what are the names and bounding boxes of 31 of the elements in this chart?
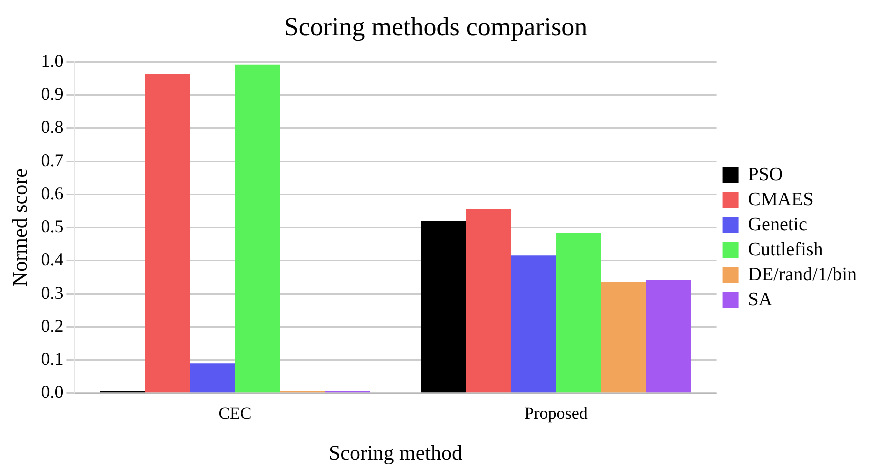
x-axis-title: Scoring method xyxy=(328,440,464,465)
y-tick-label: 0.4 xyxy=(41,250,64,270)
y-tick-label: 0.5 xyxy=(41,216,64,237)
bar xyxy=(421,221,466,393)
legend-label: CMAES xyxy=(748,189,814,210)
legend-label: PSO xyxy=(748,164,784,186)
y-tick-label: 0.2 xyxy=(41,316,64,336)
y-tick-label: 0.7 xyxy=(41,150,64,170)
x-tick-label: CEC xyxy=(218,404,252,424)
legend-label: Genetic xyxy=(748,214,808,236)
bar xyxy=(646,280,692,393)
y-tick-label: 0.8 xyxy=(41,117,64,138)
y-tick-label: 0.3 xyxy=(41,282,64,303)
bar xyxy=(466,209,512,393)
bar xyxy=(601,282,646,393)
x-tick-label: Proposed xyxy=(524,404,588,424)
y-tick-label: 0.6 xyxy=(41,183,64,204)
bar xyxy=(145,74,190,393)
legend-label: SA xyxy=(748,289,773,310)
y-tick-label: 1.0 xyxy=(41,50,64,71)
y-axis-title: Normed score xyxy=(8,168,32,287)
bar xyxy=(235,64,280,393)
bar xyxy=(511,256,556,393)
y-tick-label: 0.1 xyxy=(41,349,64,370)
y-tick-label: 0.0 xyxy=(41,382,64,402)
chart-title: Scoring methods comparison xyxy=(284,12,588,42)
bar xyxy=(190,364,236,393)
legend-label: DE/rand/1/bin xyxy=(748,264,858,286)
bar xyxy=(556,233,602,393)
legend-label: Cuttlefish xyxy=(748,239,824,260)
y-tick-label: 0.9 xyxy=(41,84,64,104)
